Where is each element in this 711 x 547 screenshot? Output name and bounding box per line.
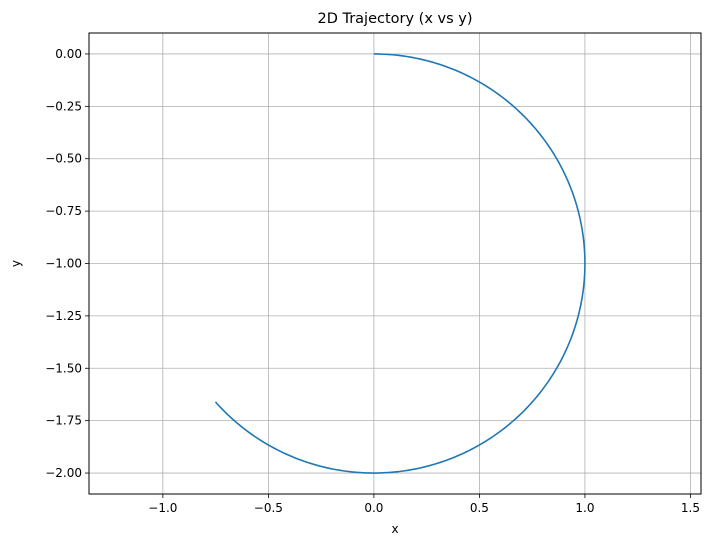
x-tick-label: 0.0 <box>364 501 383 515</box>
x-tick-label: −0.5 <box>254 501 283 515</box>
chart-title: 2D Trajectory (x vs y) <box>317 11 472 27</box>
y-tick-label: −0.25 <box>45 99 82 113</box>
x-tick-label: 1.5 <box>681 501 700 515</box>
series-line <box>214 53 586 474</box>
y-tick-label: −2.00 <box>45 466 82 480</box>
y-tick-label: −1.50 <box>45 361 82 375</box>
y-axis-label: y <box>9 260 23 267</box>
y-tick-label: −1.00 <box>45 257 82 271</box>
y-tick-label: −0.50 <box>45 152 82 166</box>
grid <box>89 33 701 494</box>
y-tick-label: −1.25 <box>45 309 82 323</box>
x-tick-label: 1.0 <box>575 501 594 515</box>
y-tick-label: 0.00 <box>55 47 82 61</box>
series-layer <box>214 53 586 474</box>
x-tick-label: −1.0 <box>148 501 177 515</box>
x-tick-label: 0.5 <box>470 501 489 515</box>
ticks: −1.0 −0.5 0.0 0.5 1.0 1.5 0.00 −0.25 −0.50 −0.75 −… <box>45 47 700 515</box>
y-tick-label: −0.75 <box>45 204 82 218</box>
x-axis-label: x <box>391 522 398 536</box>
y-tick-label: −1.75 <box>45 414 82 428</box>
